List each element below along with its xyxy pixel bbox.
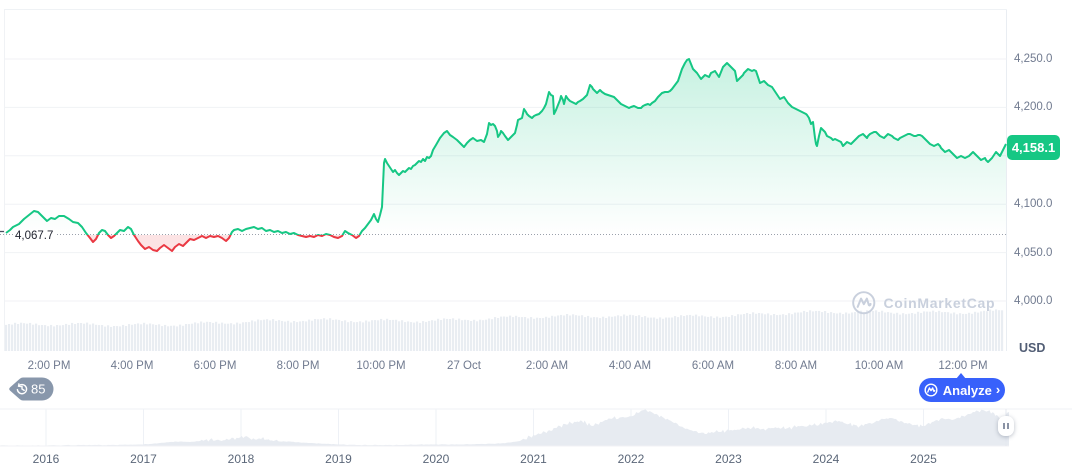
- svg-text:85: 85: [31, 382, 45, 397]
